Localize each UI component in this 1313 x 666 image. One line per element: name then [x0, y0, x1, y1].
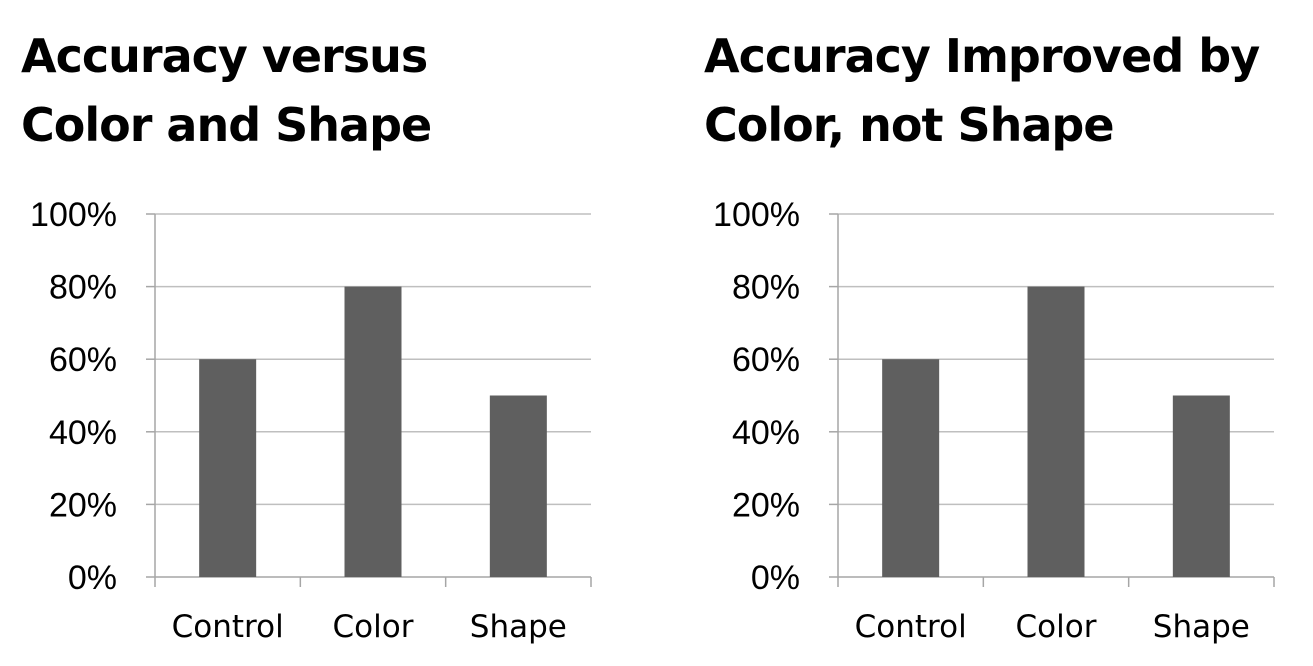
- x-category-label: Shape: [1153, 609, 1250, 645]
- y-tick-label: 40%: [732, 414, 800, 452]
- y-tick-label: 80%: [732, 269, 800, 307]
- x-category-label: Shape: [470, 609, 567, 645]
- y-tick-label: 40%: [49, 414, 117, 452]
- y-tick-label: 0%: [751, 559, 800, 597]
- bar-chart-left: 0% 20% 40% 60% 80% 100% Control Color Shape: [30, 196, 592, 645]
- chart-title-line-1: Accuracy Improved by: [704, 29, 1260, 83]
- chart-title-line-2: Color and Shape: [21, 98, 432, 152]
- bar-color: [344, 286, 402, 577]
- bar-shape: [1172, 395, 1230, 577]
- bar-color: [1027, 286, 1085, 577]
- y-tick-label: 80%: [49, 269, 117, 307]
- chart-title-line-1: Accuracy versus: [21, 29, 428, 83]
- y-tick-label: 20%: [732, 486, 800, 524]
- chart-title: Accuracy Improved by Color, not Shape: [704, 22, 1260, 160]
- bar-chart-right: 0% 20% 40% 60% 80% 100% Control Color Shape: [713, 196, 1275, 645]
- y-tick-label: 20%: [49, 486, 117, 524]
- y-tick-label: 100%: [713, 196, 800, 234]
- chart-panel-right: Accuracy Improved by Color, not Shape 0%…: [683, 0, 1313, 666]
- bar-control: [882, 359, 940, 577]
- x-category-label: Color: [1016, 609, 1097, 645]
- chart-title-line-2: Color, not Shape: [704, 98, 1115, 152]
- chart-panel-left: Accuracy versus Color and Shape 0% 20% 40%…: [0, 0, 640, 666]
- y-tick-label: 100%: [30, 196, 117, 234]
- x-category-label: Control: [855, 609, 967, 645]
- y-tick-label: 60%: [732, 341, 800, 379]
- chart-title: Accuracy versus Color and Shape: [21, 22, 432, 160]
- bar-shape: [489, 395, 547, 577]
- x-category-label: Color: [333, 609, 414, 645]
- x-category-label: Control: [172, 609, 284, 645]
- bar-control: [199, 359, 257, 577]
- y-tick-label: 60%: [49, 341, 117, 379]
- y-tick-label: 0%: [68, 559, 117, 597]
